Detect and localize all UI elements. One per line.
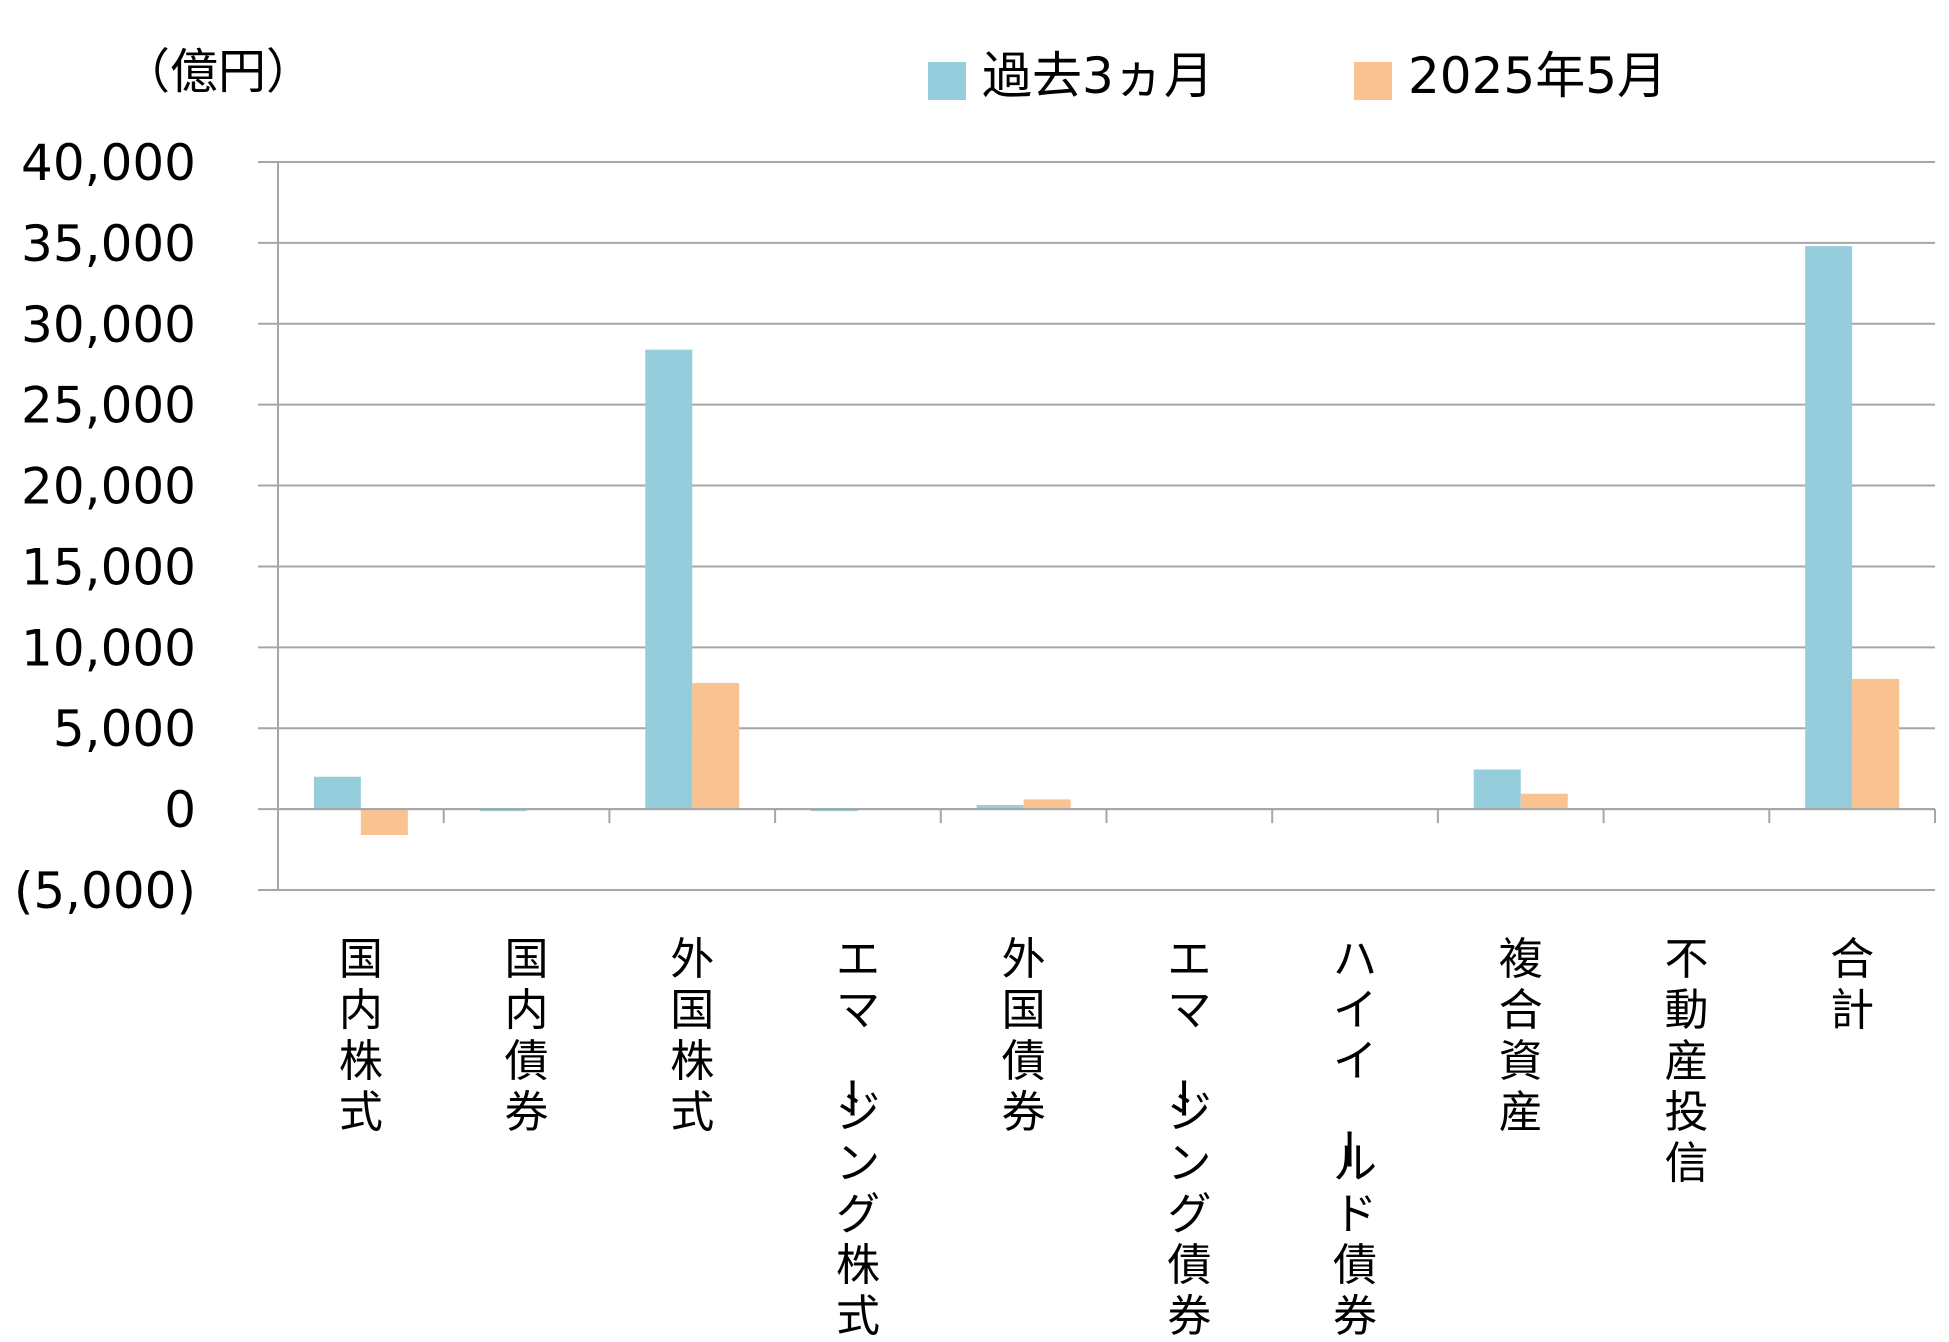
bar-series-0-7 (1473, 769, 1521, 810)
y-tick-label: 40,000 (21, 134, 196, 192)
bar-series-1-9 (1852, 678, 1900, 810)
bar-series-0-9 (1805, 246, 1853, 810)
y-tick-label: (5,000) (14, 862, 196, 920)
category-label: 国内債券 (505, 934, 549, 1138)
axes (277, 162, 1936, 890)
category-label: 不動産投信 (1664, 934, 1708, 1189)
y-tick-label: 30,000 (21, 296, 196, 354)
bar-series-1-0 (360, 809, 408, 835)
category-label: エマージング債券 (1156, 934, 1211, 1342)
legend: 過去3ヵ月 2025年5月 (928, 47, 1667, 105)
legend-label-series-1: 2025年5月 (1408, 47, 1667, 105)
y-tick-label: 5,000 (53, 700, 196, 758)
gridlines (258, 161, 1935, 891)
y-tick-label: 10,000 (21, 619, 196, 677)
y-tick-label: 35,000 (21, 215, 196, 273)
legend-swatch-series-1 (1354, 62, 1392, 100)
category-label: ハイイールド債券 (1322, 934, 1377, 1342)
category-label: 外国株式 (670, 934, 714, 1138)
y-tick-label: 0 (164, 781, 196, 839)
category-label: 外国債券 (1002, 934, 1046, 1138)
legend-label-series-0: 過去3ヵ月 (982, 47, 1214, 105)
y-tick-label: 15,000 (21, 538, 196, 596)
y-axis-tick-labels: 40,000 35,000 30,000 25,000 20,000 15,000 10,0… (14, 134, 196, 920)
category-label: 複合資産 (1499, 934, 1543, 1138)
bar-series-0-4 (976, 805, 1024, 810)
category-label: 国内株式 (339, 934, 383, 1138)
bar-series-1-7 (1520, 793, 1568, 810)
bar-series-1-2 (692, 682, 740, 810)
bar-series-1-4 (1023, 799, 1071, 810)
y-tick-label: 25,000 (21, 377, 196, 435)
bar-series-0-0 (313, 776, 361, 810)
bars (313, 246, 1900, 835)
category-label: エマージング株式 (825, 934, 880, 1342)
category-label: 合計 (1830, 934, 1874, 1036)
legend-swatch-series-0 (928, 62, 966, 100)
bar-series-0-2 (645, 349, 693, 810)
unit-label: （億円） (122, 44, 314, 100)
y-tick-label: 20,000 (21, 458, 196, 516)
category-labels: 国内株式 国内債券 外国株式 エマージング株式 外国債券 エマージング債券 ハイイールド債券… (339, 934, 1874, 1342)
